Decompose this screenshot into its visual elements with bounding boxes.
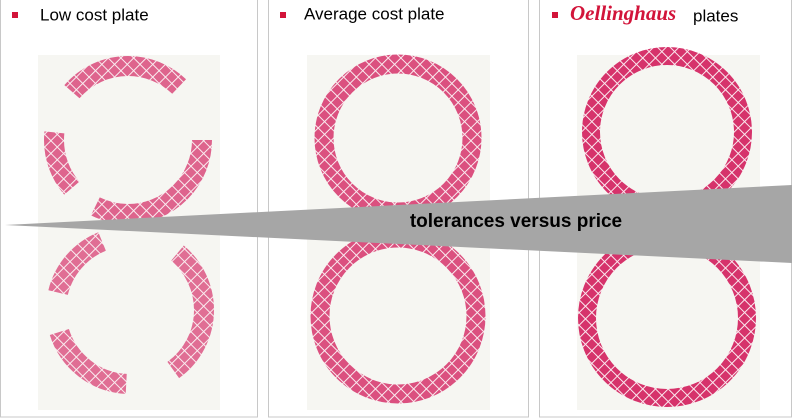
print-ring [46,226,214,394]
wedge-banner [5,185,792,263]
bullet [280,12,286,18]
panel-title: plates [693,6,738,25]
brand-logo: Oellinghaus [570,1,676,25]
bullet [12,12,18,18]
panel-title: Low cost plate [40,5,149,24]
bullet [552,12,558,18]
panel-title: Average cost plate [304,4,445,23]
print-ring [44,56,212,224]
banner-text: tolerances versus price [410,211,622,232]
